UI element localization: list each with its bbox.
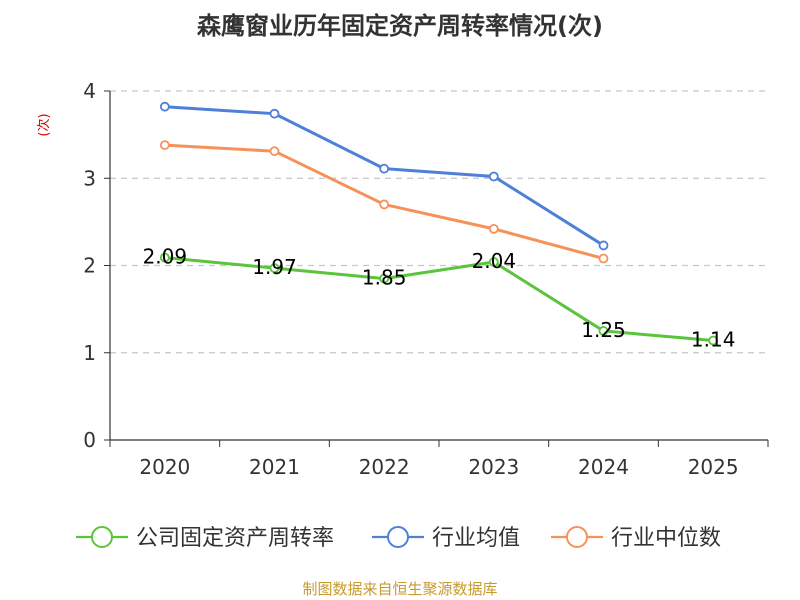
data-point (159, 101, 170, 112)
data-point (379, 163, 390, 174)
source-note: 制图数据来自恒生聚源数据库 (302, 580, 497, 598)
y-tick-label: 3 (83, 166, 96, 190)
legend-swatch-marker (566, 526, 588, 548)
data-point (269, 146, 280, 157)
data-label: 1.97 (252, 255, 297, 279)
legend-label: 行业均值 (432, 526, 520, 551)
data-point (488, 223, 499, 234)
legend: 公司固定资产周转率 行业均值 行业中位数 (76, 526, 721, 551)
chart-title: 森鹰窗业历年固定资产周转率情况(次) (197, 12, 603, 40)
data-labels: 2.09 1.97 1.85 2.04 1.25 1.14 (143, 245, 736, 352)
data-point (598, 240, 609, 251)
x-tick-label: 2022 (359, 455, 410, 479)
y-axis-label: (次) (36, 113, 52, 136)
data-point (159, 252, 170, 263)
legend-label: 行业中位数 (611, 526, 721, 551)
data-label: 1.25 (581, 318, 626, 342)
legend-swatch-marker (91, 526, 113, 548)
axes: 0 1 2 3 4 2020 2021 2022 2023 2024 2025 (83, 79, 769, 479)
series (159, 101, 719, 346)
data-label: 1.14 (691, 328, 736, 352)
data-point (379, 199, 390, 210)
data-point (488, 257, 499, 267)
data-point (269, 263, 280, 274)
y-tick-label: 1 (83, 341, 96, 365)
data-point (598, 253, 609, 264)
data-label: 2.09 (143, 245, 188, 269)
y-tick-label: 4 (83, 79, 96, 103)
x-tick-label: 2023 (468, 455, 519, 479)
data-label: 2.04 (472, 249, 517, 273)
y-tick-label: 2 (83, 254, 96, 278)
data-point (708, 335, 719, 346)
data-point (379, 273, 390, 284)
series-line-1 (164, 105, 605, 247)
legend-label: 公司固定资产周转率 (136, 526, 334, 551)
data-point (269, 108, 280, 119)
y-tick-label: 0 (83, 428, 96, 452)
data-point (488, 171, 499, 182)
grid-lines (110, 90, 768, 354)
data-point (598, 326, 609, 336)
x-tick-label: 2025 (688, 455, 739, 479)
data-point (159, 140, 170, 150)
x-tick-label: 2021 (249, 455, 300, 479)
series-line-0 (164, 256, 714, 343)
data-label: 1.85 (362, 266, 407, 290)
x-tick-label: 2020 (139, 455, 190, 479)
legend-swatch-marker (387, 526, 409, 548)
x-tick-label: 2024 (578, 455, 629, 479)
